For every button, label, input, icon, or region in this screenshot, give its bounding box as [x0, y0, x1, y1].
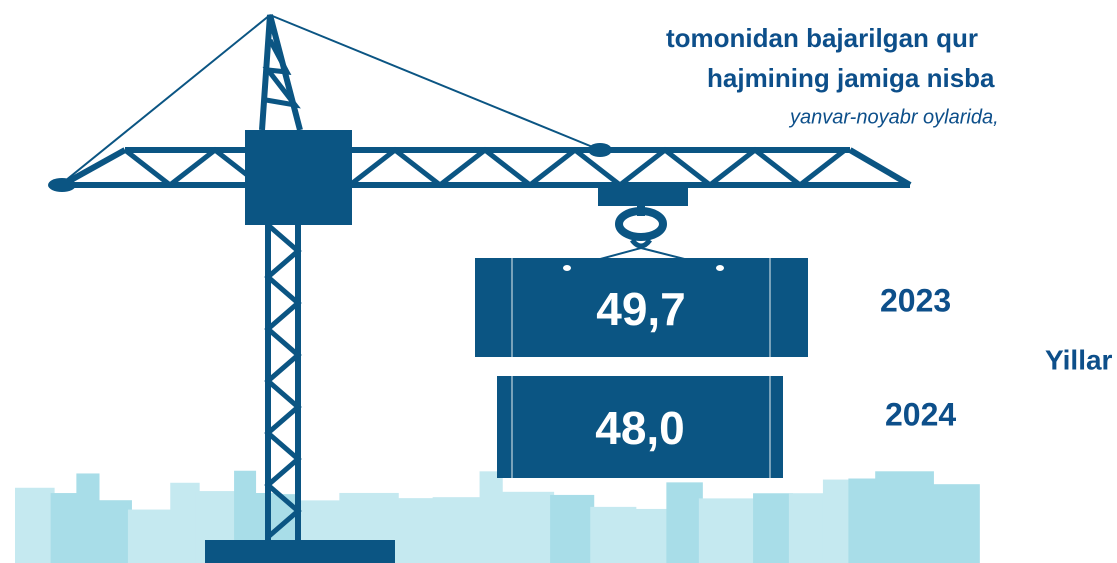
value: 48,0: [595, 402, 685, 454]
building: [95, 500, 132, 563]
building: [822, 479, 853, 563]
building: [498, 491, 555, 563]
crane: [60, 14, 912, 540]
building: [590, 506, 637, 563]
sign-hole: [716, 265, 724, 271]
sign-hole: [563, 265, 571, 271]
building: [550, 494, 595, 563]
cable: [59, 14, 271, 186]
building: [875, 471, 934, 563]
subtitle: yanvar-noyabr oylarida,: [788, 106, 999, 128]
building: [50, 493, 81, 563]
building: [15, 487, 55, 563]
tower-top: [259, 14, 303, 131]
sign-2024: [497, 376, 783, 478]
jib-end: [48, 178, 76, 192]
building: [666, 482, 703, 563]
year: 2023: [880, 282, 951, 318]
building: [479, 471, 503, 563]
hook-ring: [615, 207, 667, 241]
crane-base: [205, 540, 395, 563]
year: 2024: [885, 396, 956, 432]
trolley: [588, 143, 612, 157]
building: [698, 498, 758, 563]
hook-block: [598, 186, 688, 206]
building: [170, 482, 200, 563]
skyline: [15, 470, 980, 563]
sign-2023: [475, 258, 808, 357]
building: [127, 509, 175, 563]
building: [929, 484, 980, 563]
building: [234, 470, 257, 563]
value: 49,7: [596, 283, 686, 335]
hook: [630, 238, 652, 249]
tower-lattice: [262, 38, 301, 109]
building: [848, 478, 880, 563]
building: [788, 493, 827, 563]
building: [76, 473, 100, 563]
building: [632, 508, 671, 563]
building: [394, 498, 437, 563]
cable: [269, 14, 601, 151]
title-line: hajmining jamiga nisba: [707, 63, 995, 93]
crane-cab: [245, 130, 352, 225]
jib-end: [848, 147, 912, 188]
jib-end: [60, 147, 127, 188]
jib-lattice: [123, 146, 847, 189]
building: [753, 493, 793, 563]
title-line: tomonidan bajarilgan qur: [666, 23, 978, 53]
axis-label: Yillar: [1045, 344, 1113, 375]
mast-lattice: [264, 223, 302, 539]
building: [432, 497, 484, 563]
